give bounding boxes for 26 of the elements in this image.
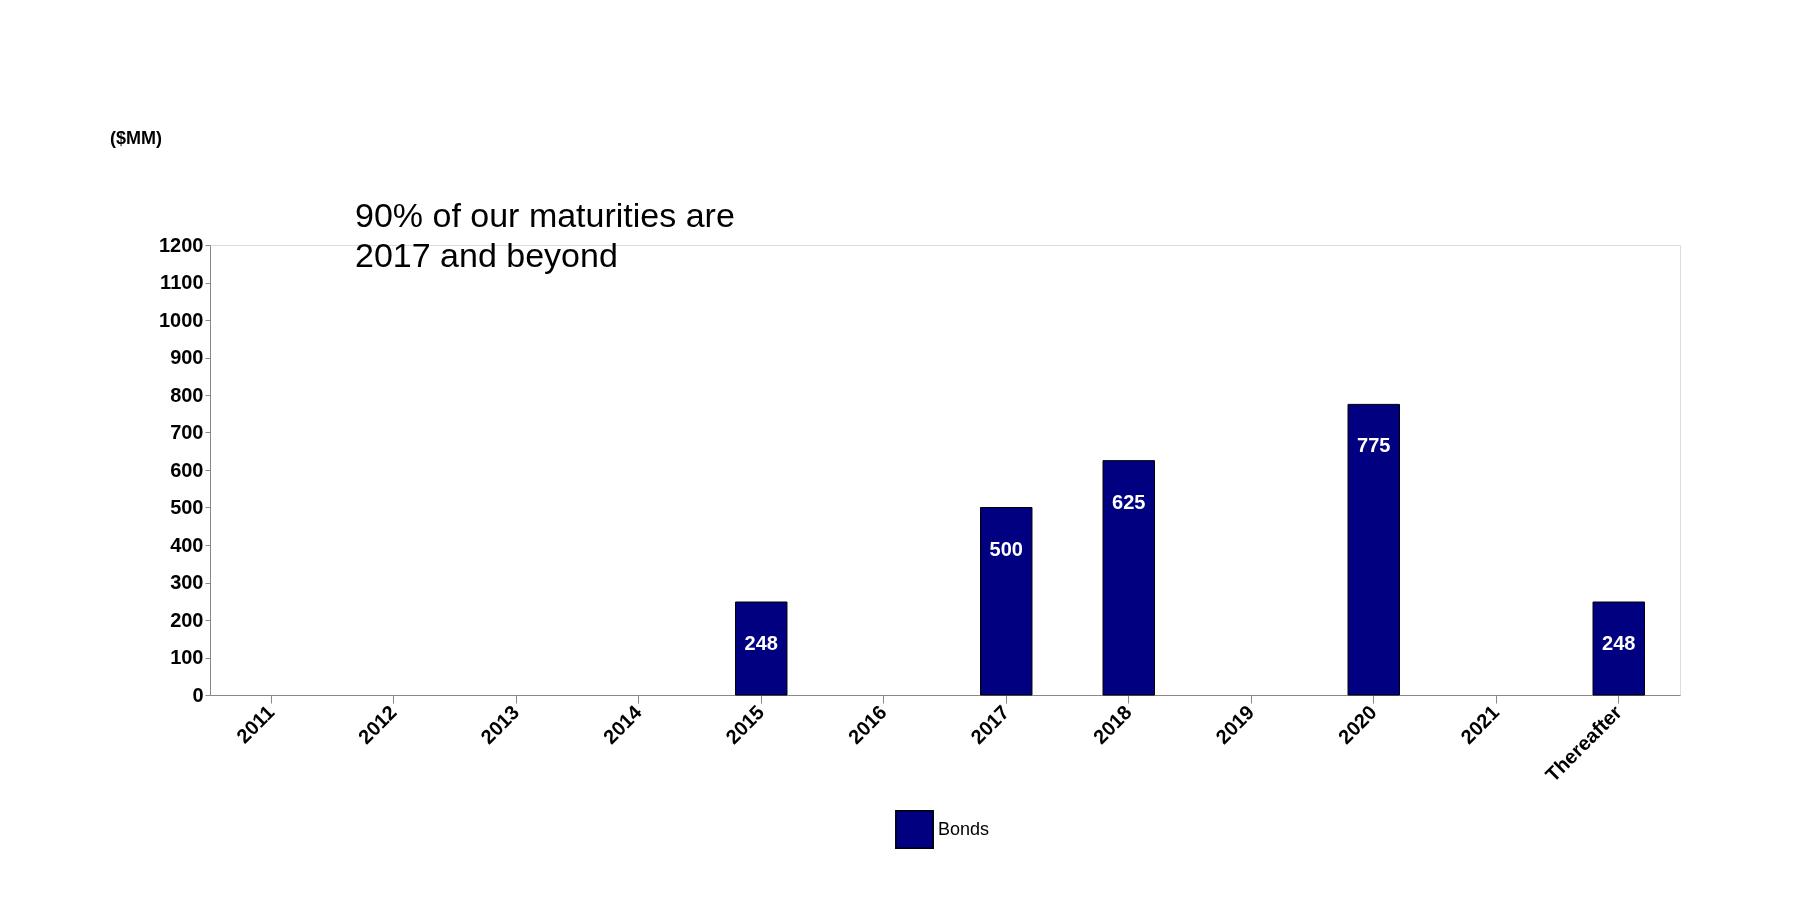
y-tick-label: 800 (170, 383, 204, 406)
text: ($MM) (110, 128, 162, 148)
y-tick-label: 100 (170, 646, 204, 668)
annotation: 90% of our maturities are 2017 and beyond (355, 196, 735, 274)
data-label: 248 (1602, 632, 1636, 654)
data-label: 500 (989, 537, 1023, 560)
y-tick-label: 1000 (159, 308, 204, 331)
y-tick-label: 1100 (160, 271, 204, 293)
y-tick-label: 600 (170, 458, 204, 481)
y-tick-label: 500 (170, 496, 204, 518)
y-tick-label: 0 (192, 683, 204, 706)
data-label: 248 (744, 632, 778, 654)
data-label: 775 (1357, 434, 1391, 457)
bar (1592, 601, 1645, 696)
y-tick-label: 400 (170, 533, 204, 556)
bar (980, 507, 1033, 696)
bar (1347, 403, 1400, 696)
y-tick-label: 700 (170, 421, 204, 443)
data-label: 625 (1112, 490, 1146, 513)
bar (1102, 460, 1155, 696)
y-tick-label: 200 (170, 608, 204, 631)
legend-label: Bonds (938, 818, 990, 839)
y-tick-label: 300 (170, 571, 204, 593)
y-tick-label: 1200 (159, 233, 204, 256)
y-tick-label: 900 (170, 346, 204, 368)
bar (735, 601, 788, 696)
